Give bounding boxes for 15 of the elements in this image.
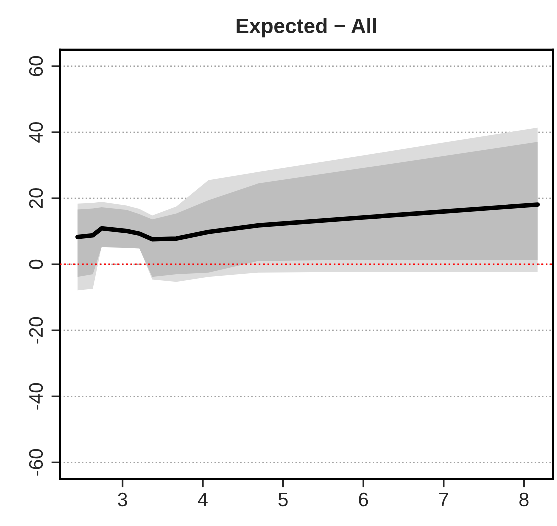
y-tick-label: 60 (29, 56, 44, 76)
y-tick-label: -40 (29, 383, 44, 410)
x-tick-label: 3 (118, 492, 128, 507)
chart-title: Expected − All (236, 18, 376, 38)
y-tick-label: 40 (29, 122, 44, 143)
x-tick-label: 4 (198, 493, 208, 506)
x-tick-label: 5 (278, 493, 288, 507)
y-tick-label: -60 (29, 449, 44, 476)
x-tick-label: 8 (520, 492, 529, 507)
x-tick-label: 7 (440, 493, 448, 506)
y-tick-label: -20 (29, 317, 44, 344)
line-series (76, 202, 540, 242)
x-tick-label: 6 (359, 492, 368, 507)
y-tick-label: 0 (29, 260, 44, 270)
y-tick-label: 20 (29, 188, 44, 208)
